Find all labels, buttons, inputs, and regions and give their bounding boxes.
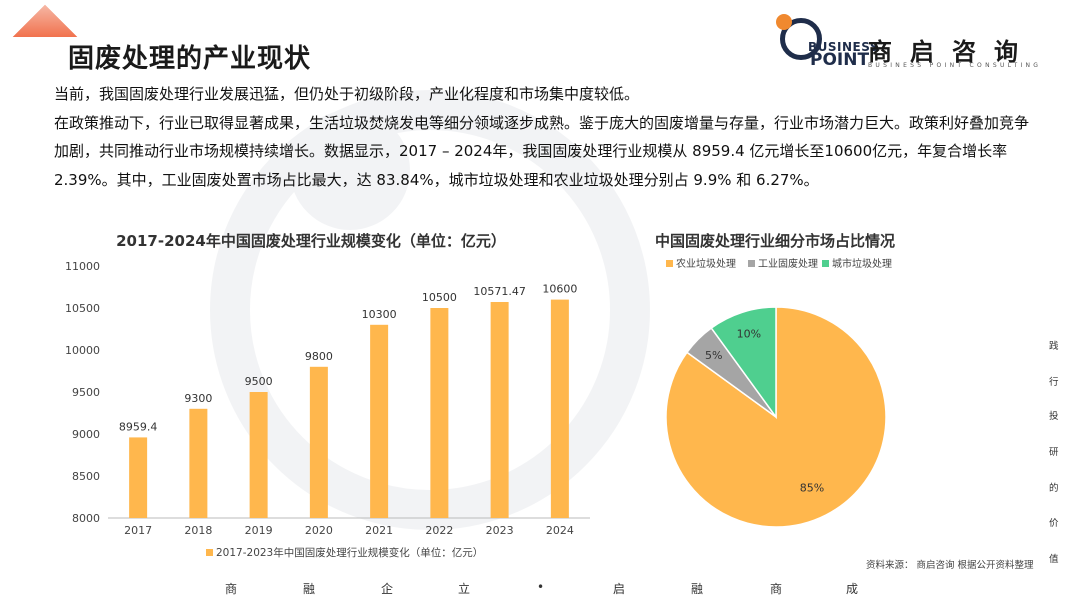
y-tick-label: 9000 (72, 428, 100, 441)
pie-legend-swatch (666, 260, 673, 267)
bar-data-label: 9300 (184, 392, 212, 405)
body-paragraph-1: 当前，我国固废处理行业发展迅猛，但仍处于初级阶段，产业化程度和市场集中度较低。 (54, 85, 640, 103)
footer-character: 企 (381, 582, 394, 596)
bar-data-label: 10300 (362, 308, 397, 321)
footer-character: 成 (846, 582, 859, 596)
y-tick-label: 8000 (72, 512, 100, 525)
body-text: 当前，我国固废处理行业发展迅猛，但仍处于初级阶段，产业化程度和市场集中度较低。 … (54, 80, 1034, 194)
bar-data-label: 9500 (245, 375, 273, 388)
pie-legend-swatch (822, 260, 829, 267)
bar (490, 301, 509, 518)
side-character: 的 (1049, 483, 1059, 494)
side-character: 值 (1049, 554, 1059, 565)
bar-legend-label: 2017-2023年中国固废处理行业规模变化（单位：亿元） (216, 546, 483, 559)
side-character: 价 (1049, 518, 1059, 529)
x-tick-label: 2018 (184, 524, 212, 537)
x-tick-label: 2019 (245, 524, 273, 537)
logo-english-name: BUSINESS POINT CONSULTING (868, 62, 1042, 69)
pie-data-label: 85% (800, 482, 824, 495)
side-character: 践 (1049, 341, 1059, 352)
bar (430, 308, 449, 518)
pie-legend-label: 城市垃圾处理 (832, 257, 892, 270)
page-title: 固废处理的产业现状 (68, 44, 312, 74)
y-tick-label: 8500 (72, 470, 100, 483)
bar (129, 437, 148, 518)
logo-line2: POINT (810, 50, 870, 70)
source-note: 资料来源： 商启咨询 根据公开资料整理 (866, 560, 1034, 571)
y-tick-label: 10500 (65, 302, 100, 315)
pie-slice (710, 306, 777, 420)
logo-chinese-name: 商启咨询 (868, 38, 1036, 66)
pie-data-label: 10% (737, 327, 761, 340)
y-tick-label: 9500 (72, 386, 100, 399)
x-tick-label: 2022 (425, 524, 453, 537)
footer-character: • (537, 580, 545, 594)
x-tick-label: 2024 (546, 524, 574, 537)
x-tick-label: 2023 (486, 524, 514, 537)
bar-legend-swatch (206, 549, 213, 556)
bar-data-label: 10571.47 (473, 285, 526, 298)
bar (550, 299, 569, 518)
pie-legend-label: 工业固废处理 (758, 257, 818, 270)
side-character: 行 (1049, 377, 1059, 388)
bar-data-label: 10600 (542, 283, 577, 296)
bar (370, 324, 389, 518)
bar-chart-title: 2017-2024年中国固废处理行业规模变化（单位：亿元） (116, 232, 506, 250)
x-tick-label: 2020 (305, 524, 333, 537)
logo-line1: BUSINESS (808, 40, 879, 54)
logo-dot (776, 14, 792, 30)
footer-character: 商 (225, 582, 238, 596)
footer-character: 启 (613, 582, 626, 596)
x-tick-label: 2021 (365, 524, 393, 537)
footer-character: 立 (458, 582, 471, 596)
bar-data-label: 8959.4 (119, 420, 158, 433)
footer-character: 商 (770, 582, 783, 596)
pie-legend-swatch (748, 260, 755, 267)
pie-chart-title: 中国固废处理行业细分市场占比情况 (654, 232, 895, 250)
footer-character: 融 (691, 582, 704, 596)
bar-data-label: 10500 (422, 291, 457, 304)
pie-legend-label: 农业垃圾处理 (676, 257, 736, 270)
side-character: 研 (1049, 447, 1059, 458)
x-tick-label: 2017 (124, 524, 152, 537)
brand-logo: BUSINESS POINT 商启咨询 BUSINESS POINT CONSU… (776, 14, 1066, 76)
body-paragraph-2: 在政策推动下，行业已取得显著成果，生活垃圾焚烧发电等细分领域逐步成熟。鉴于庞大的… (54, 113, 1030, 189)
y-tick-label: 11000 (65, 260, 100, 273)
bar-data-label: 9800 (305, 350, 333, 363)
side-character: 投 (1049, 411, 1059, 422)
bar (189, 408, 208, 518)
logo-ring (780, 18, 822, 60)
y-tick-label: 10000 (65, 344, 100, 357)
pie-data-label: 5% (705, 349, 722, 362)
bar (309, 366, 328, 518)
footer-character: 融 (303, 582, 316, 596)
bar (249, 392, 268, 518)
